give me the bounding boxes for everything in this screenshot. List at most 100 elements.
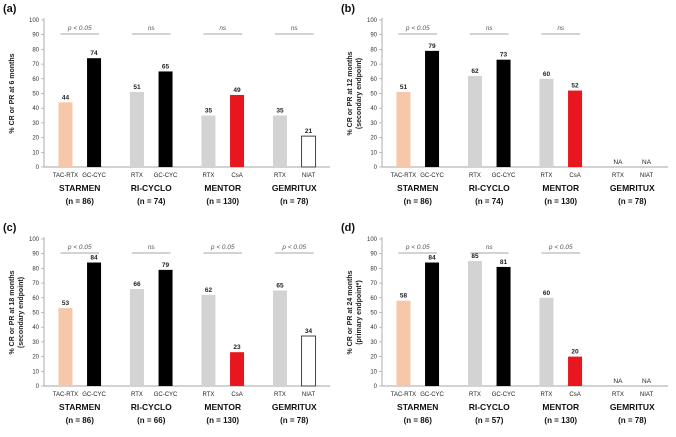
y-tick-label: 30	[32, 340, 39, 346]
x-category-label: NIAT	[640, 173, 654, 179]
x-category-label: NIAT	[640, 392, 654, 398]
trial-n-label: (n = 57)	[475, 416, 504, 425]
bar-value-label: 65	[276, 282, 284, 289]
y-axis-title: % CR or PR at 12 months	[347, 51, 354, 135]
x-category-label: RTX	[274, 392, 286, 398]
x-category-label: RTX	[202, 173, 214, 179]
y-tick-label: 40	[370, 106, 377, 112]
bar-value-label: 35	[205, 108, 213, 115]
significance-label: ns	[148, 244, 156, 251]
trial-n-label: (n = 130)	[544, 416, 577, 425]
trial-name-label: RI-CYCLO	[131, 402, 172, 412]
y-tick-label: 60	[32, 77, 39, 83]
y-tick-label: 20	[32, 355, 39, 361]
bar	[301, 335, 317, 387]
y-tick-label: 50	[32, 311, 39, 317]
bar-value-label: 79	[162, 262, 170, 269]
trial-name-label: MENTOR	[542, 402, 579, 412]
y-tick-label: 60	[32, 296, 39, 302]
x-category-label: GC-CYC	[154, 173, 178, 179]
bar	[158, 269, 173, 386]
bar	[425, 262, 440, 386]
significance-label: p < 0.05	[67, 25, 92, 32]
bar-value-label: 23	[233, 344, 241, 351]
bar-value-label: 49	[233, 87, 241, 94]
trial-name-label: RI-CYCLO	[469, 183, 510, 193]
y-tick-label: 40	[32, 325, 39, 331]
bar-value-label: 51	[400, 84, 408, 91]
x-category-label: RTX	[469, 173, 481, 179]
y-tick-label: 10	[370, 369, 377, 375]
x-category-label: CsA	[569, 173, 580, 179]
bar-chart-a: (a) % CR or PR at 6 months 0 10 20 30 40 50 60 70…	[3, 3, 330, 206]
trial-n-label: (n = 86)	[404, 416, 433, 425]
bar-value-label: 35	[276, 108, 284, 115]
y-tick-label: 20	[370, 355, 377, 361]
y-tick-label: 0	[374, 165, 378, 171]
y-tick-label: 50	[370, 92, 377, 98]
bar	[467, 261, 482, 386]
bar	[87, 262, 102, 386]
x-category-label: TAC-RTX	[53, 392, 78, 398]
bar-value-label: 34	[305, 328, 313, 335]
y-tick-label: 90	[370, 252, 377, 258]
panel-d: (d) % CR or PR at 24 months (primary endpo…	[338, 219, 676, 437]
y-tick-label: 80	[370, 47, 377, 53]
trial-name-label: GEMRITUX	[272, 402, 317, 412]
x-category-label: TAC-RTX	[391, 173, 416, 179]
y-tick-label: 30	[32, 121, 39, 127]
x-category-label: CsA	[231, 173, 242, 179]
bar-value-label: 81	[500, 259, 508, 266]
bar	[272, 115, 287, 167]
significance-label: p < 0.05	[405, 25, 430, 32]
x-category-label: NIAT	[302, 173, 316, 179]
panel-label: (d)	[341, 222, 355, 234]
y-tick-label: 50	[32, 92, 39, 98]
y-axis-title: % CR or PR at 6 months	[9, 53, 16, 133]
bar-value-label: 79	[428, 43, 436, 50]
trial-n-label: (n = 78)	[618, 416, 647, 425]
significance-label: ns	[486, 25, 494, 32]
y-tick-label: 60	[370, 77, 377, 83]
trial-n-label: (n = 78)	[280, 197, 309, 206]
trial-n-label: (n = 74)	[475, 197, 504, 206]
x-category-label: RTX	[469, 392, 481, 398]
y-tick-label: 100	[29, 237, 40, 243]
panel-label: (a)	[3, 3, 17, 15]
trial-n-label: (n = 86)	[404, 197, 433, 206]
bar-na-label: NA	[613, 378, 623, 385]
y-tick-label: 20	[32, 136, 39, 142]
bar-value-label: 44	[62, 94, 70, 101]
x-category-label: NIAT	[302, 392, 316, 398]
bar-value-label: 73	[500, 52, 508, 59]
bar	[396, 300, 411, 386]
trial-name-label: STARMEN	[397, 183, 438, 193]
bar	[129, 92, 144, 167]
y-tick-label: 50	[370, 311, 377, 317]
y-tick-label: 20	[370, 136, 377, 142]
significance-label: p < 0.05	[548, 244, 573, 251]
bar-value-label: 65	[162, 63, 170, 70]
trial-name-label: STARMEN	[397, 402, 438, 412]
y-tick-label: 10	[32, 369, 39, 375]
bar-value-label: 21	[305, 128, 313, 135]
significance-label: p < 0.05	[210, 244, 235, 251]
trial-n-label: (n = 86)	[66, 197, 95, 206]
y-tick-label: 90	[32, 252, 39, 258]
trial-name-label: MENTOR	[204, 402, 241, 412]
bar-chart-b: (b) % CR or PR at 12 months (secondary end…	[341, 3, 668, 206]
panel-a: (a) % CR or PR at 6 months 0 10 20 30 40 50 60 70…	[0, 0, 338, 218]
y-axis-title: % CR or PR at 18 months	[9, 270, 16, 354]
x-category-label: RTX	[612, 173, 624, 179]
trial-n-label: (n = 130)	[544, 197, 577, 206]
y-tick-label: 80	[32, 47, 39, 53]
y-tick-label: 100	[367, 237, 378, 243]
significance-label: p < 0.05	[281, 244, 306, 251]
y-tick-label: 70	[370, 62, 377, 68]
bar	[568, 356, 583, 386]
y-tick-label: 90	[370, 33, 377, 39]
trial-n-label: (n = 74)	[137, 197, 166, 206]
bar-chart-c: (c) % CR or PR at 18 months (secondary end…	[3, 222, 330, 425]
bar-na-label: NA	[642, 159, 652, 166]
bar	[568, 90, 583, 167]
